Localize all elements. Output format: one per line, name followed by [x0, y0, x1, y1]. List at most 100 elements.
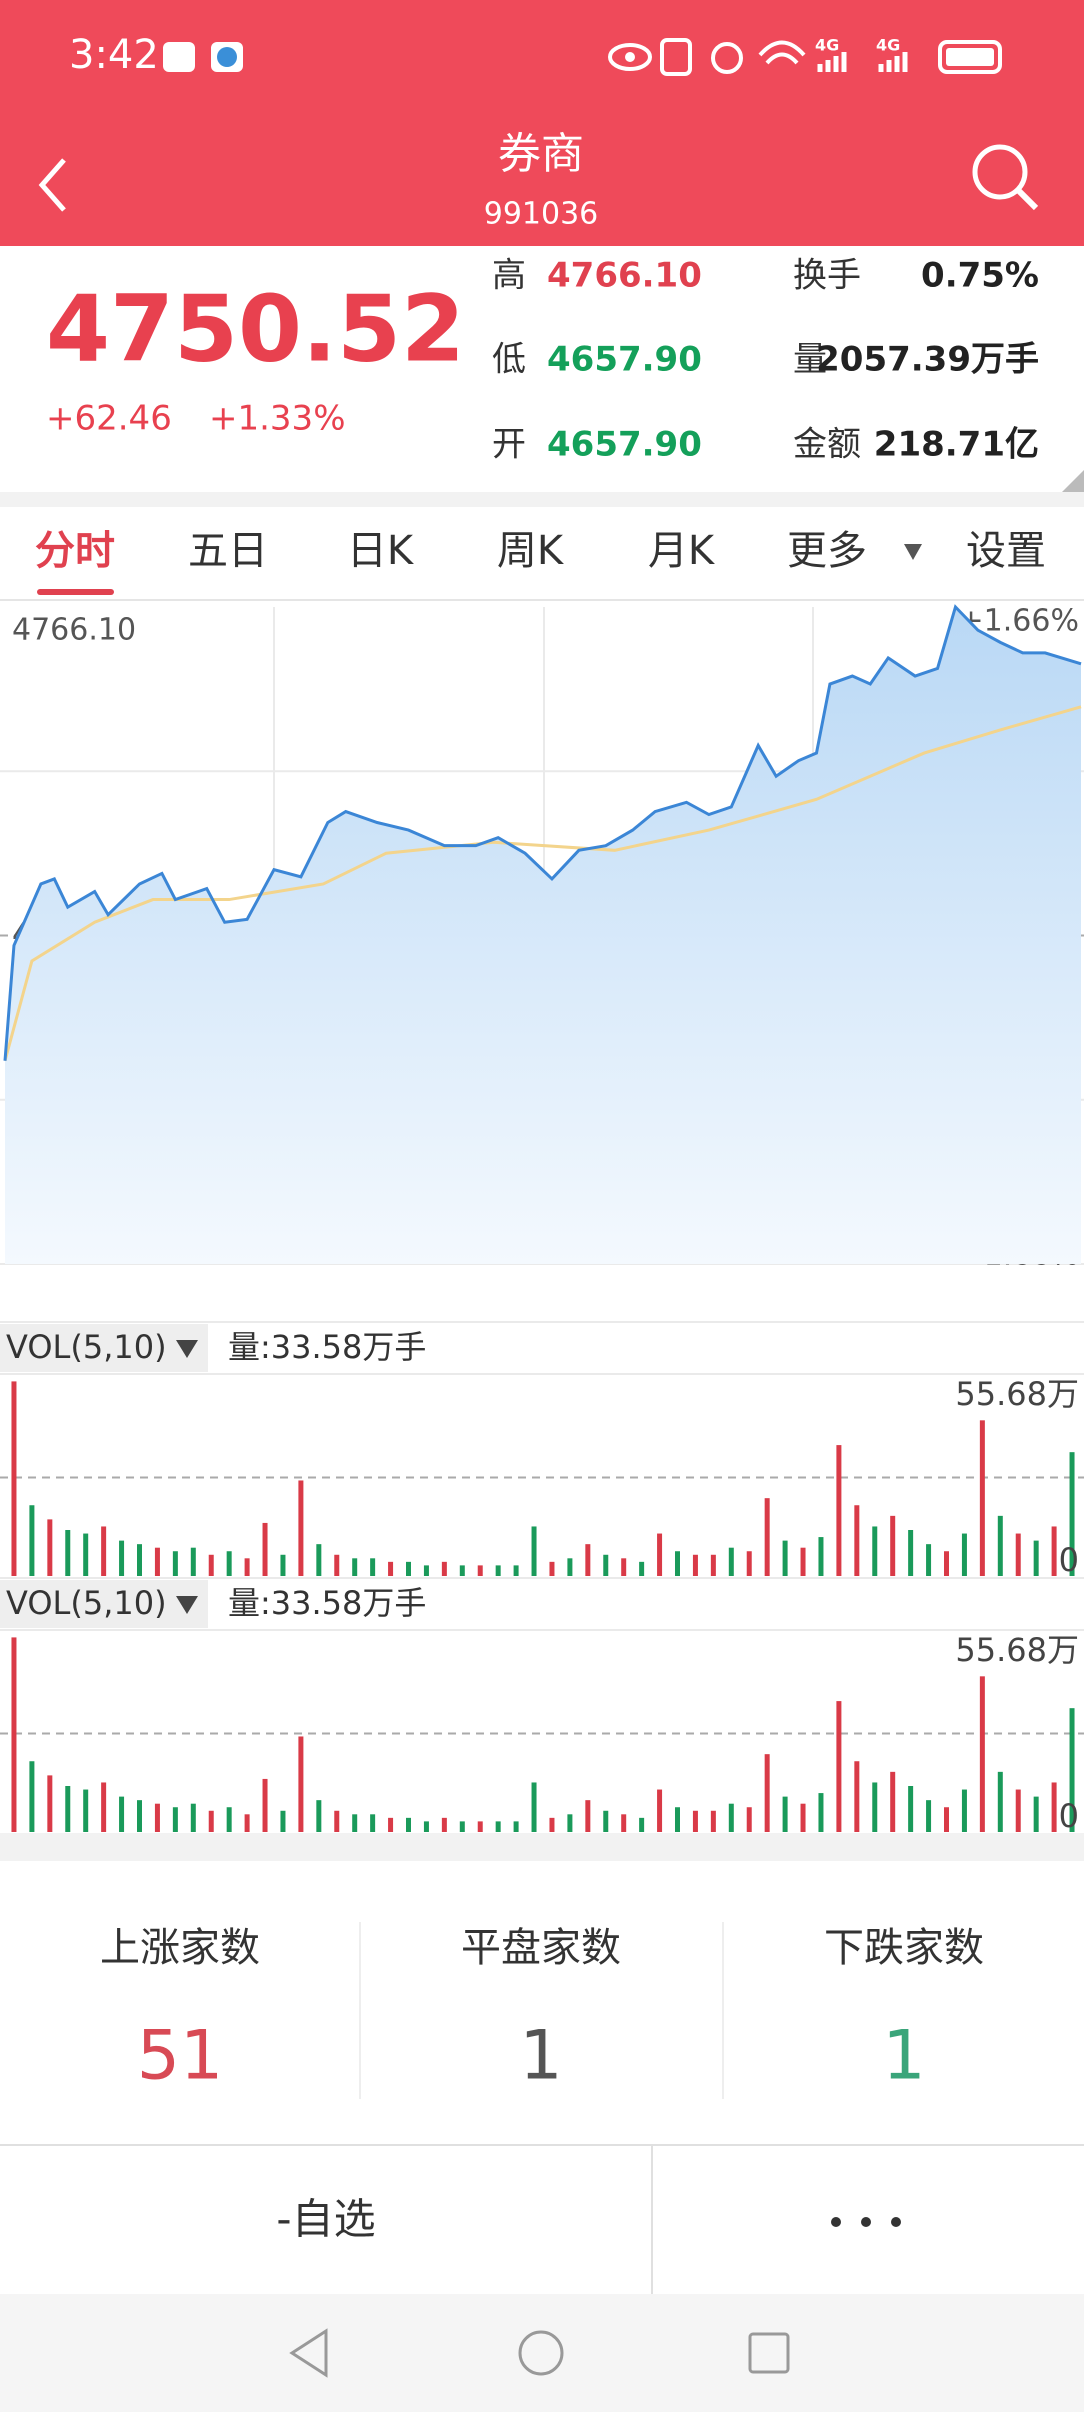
volume-bar — [710, 1810, 716, 1832]
volume-bar — [172, 1807, 178, 1832]
volume-bar — [997, 1515, 1003, 1576]
volume-bar — [585, 1544, 591, 1576]
alarm-icon — [711, 42, 743, 74]
volume-bar — [226, 1551, 232, 1576]
stat-value: 218.71亿 — [874, 425, 1039, 465]
tab[interactable]: 分时 — [35, 528, 115, 574]
volume-label: 量:33.58万手 — [228, 1328, 426, 1366]
volume-bar — [513, 1821, 519, 1832]
volume-bar — [441, 1561, 447, 1576]
stat-value: 0.75% — [921, 256, 1039, 296]
volume-bar — [531, 1782, 537, 1832]
indicator-selector[interactable] — [0, 1580, 208, 1628]
volume-bar — [818, 1537, 824, 1576]
tab[interactable]: 周K — [497, 528, 565, 574]
volume-bar — [1069, 1452, 1075, 1576]
breadth-value: 51 — [137, 2017, 224, 2096]
volume-bar — [908, 1786, 914, 1832]
volume-bar — [549, 1817, 555, 1832]
volume-bar — [944, 1551, 949, 1576]
volume-bar — [423, 1821, 429, 1832]
volume-bar — [567, 1558, 573, 1576]
volume-bar — [29, 1505, 35, 1576]
volume-bar — [639, 1817, 645, 1832]
nav-back[interactable] — [289, 2328, 328, 2378]
breadth-value: 1 — [519, 2017, 562, 2096]
stat-label: 高 — [492, 256, 526, 296]
eye-icon — [608, 43, 652, 71]
volume-bar — [101, 1526, 107, 1576]
volume-bar — [531, 1526, 537, 1576]
volume-bar — [244, 1558, 250, 1576]
volume-bar — [692, 1810, 698, 1832]
volume-bar — [208, 1554, 214, 1576]
network-label: 4G — [815, 36, 839, 55]
volume-bar — [29, 1761, 35, 1832]
volume-bar — [154, 1547, 160, 1576]
volume-bar — [513, 1565, 519, 1576]
volume-bar — [800, 1547, 806, 1576]
volume-bar — [585, 1800, 591, 1832]
nav-recent[interactable] — [748, 2332, 790, 2374]
breadth-label: 平盘家数 — [461, 1925, 621, 1971]
search-button[interactable] — [972, 144, 1039, 211]
tab[interactable]: 月K — [648, 528, 716, 574]
battery-icon — [938, 40, 1002, 74]
volume-bar — [908, 1530, 914, 1576]
volume-bar — [459, 1821, 465, 1832]
dropdown-arrow[interactable] — [904, 544, 922, 560]
tab-indicator — [37, 589, 114, 595]
volume-bar — [352, 1558, 358, 1576]
watchlist-button[interactable]: -自选 — [276, 2195, 375, 2244]
tab[interactable]: 五日 — [188, 528, 268, 574]
volume-bar — [190, 1803, 196, 1832]
battery-icon — [946, 48, 994, 66]
tab[interactable]: 日K — [347, 528, 415, 574]
more-button[interactable] — [831, 2217, 901, 2227]
y-tick-label: 55.68万 — [955, 1375, 1079, 1413]
tab[interactable]: 更多 — [787, 528, 867, 574]
volume-bar — [621, 1814, 627, 1832]
volume-bar — [137, 1800, 142, 1832]
volume-bar — [352, 1814, 358, 1832]
nfc-icon — [660, 38, 692, 76]
volume-bar — [423, 1565, 429, 1576]
volume-bar — [477, 1821, 483, 1832]
notify-icon — [163, 42, 195, 72]
indicator-selector[interactable] — [0, 1324, 208, 1372]
volume-bar — [154, 1803, 160, 1832]
volume-bar — [764, 1754, 770, 1832]
volume-bar — [1033, 1796, 1039, 1832]
volume-bar — [961, 1789, 967, 1832]
volume-bar — [603, 1810, 609, 1832]
breadth-value: 1 — [882, 2017, 925, 2096]
volume-bar — [782, 1540, 788, 1576]
dropdown-arrow — [176, 1596, 198, 1614]
volume-bar — [119, 1540, 125, 1576]
volume-bar — [657, 1533, 663, 1576]
volume-bar — [818, 1793, 824, 1832]
nav-home[interactable] — [518, 2330, 564, 2376]
volume-bar — [316, 1544, 322, 1576]
stat-value: 4766.10 — [547, 256, 702, 296]
volume-bar — [746, 1807, 752, 1832]
volume-bar — [83, 1789, 89, 1832]
volume-bar — [11, 1381, 17, 1576]
volume-bar — [944, 1807, 949, 1832]
volume-bar — [226, 1807, 232, 1832]
volume-bar — [1033, 1540, 1039, 1576]
volume-bar — [101, 1782, 107, 1832]
y-tick-label: 4766.10 — [12, 613, 136, 648]
volume-bar — [137, 1544, 142, 1576]
price: 4750.52 — [46, 275, 465, 382]
change-pct: +1.33% — [209, 399, 346, 439]
volume-bar — [11, 1637, 17, 1832]
volume-bar — [262, 1778, 268, 1832]
back-button[interactable] — [38, 158, 66, 212]
volume-bar — [728, 1803, 734, 1832]
volume-bar — [997, 1771, 1003, 1832]
volume-bar — [836, 1701, 842, 1832]
tab[interactable]: 设置 — [966, 528, 1046, 574]
indicator-name: VOL(5,10) — [6, 1328, 167, 1366]
